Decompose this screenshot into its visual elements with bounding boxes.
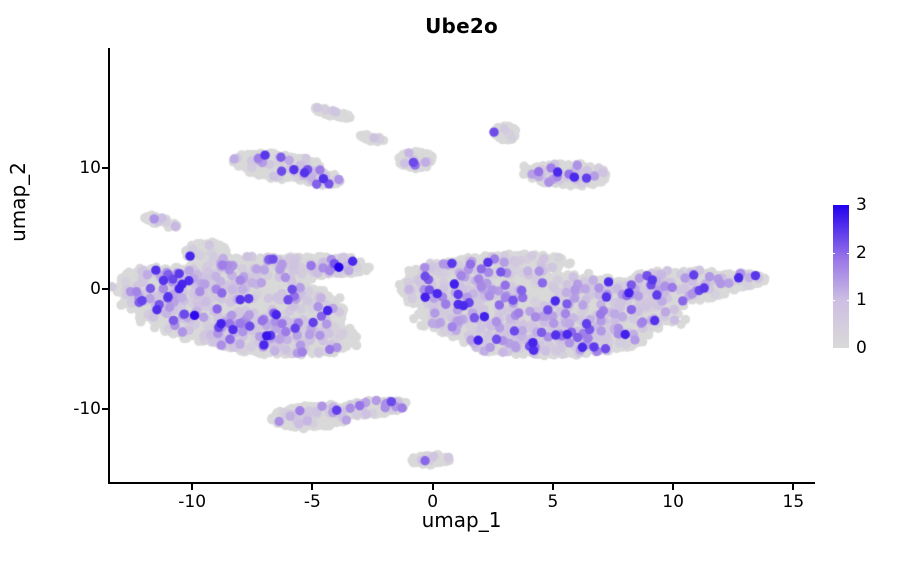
x-tick-label: -5 [303,492,321,512]
x-tick-mark [672,484,675,490]
axis-spine-bottom [108,482,815,484]
x-tick-mark [191,484,194,490]
y-tick-label: -10 [73,399,101,420]
colorbar-tick-mark [830,252,835,254]
x-tick-mark [792,484,795,490]
colorbar-tick-mark [830,300,835,302]
page-title: Ube2o [425,14,498,38]
x-tick-mark [551,484,554,490]
colorbar-tick-mark [847,300,852,302]
colorbar: 3 2 1 0 [830,195,867,358]
x-tick-mark [311,484,314,490]
colorbar-tick-mark [847,252,852,254]
x-tick-mark [431,484,434,490]
y-axis-label: umap_2 [6,162,30,242]
colorbar-gradient [833,205,849,348]
y-tick-mark [102,167,108,170]
colorbar-tick-label: 1 [856,290,867,311]
colorbar-tick-label: 0 [856,338,867,358]
plot-axes: -10 -5 0 5 10 15 10 0 -10 [73,48,815,512]
axis-spine-left [108,48,110,484]
y-tick-label: 10 [79,158,101,179]
x-tick-label: 15 [782,492,805,512]
y-tick-mark [102,408,108,411]
x-axis-label: umap_1 [421,508,502,532]
x-tick-label: 10 [662,492,684,512]
colorbar-tick-label: 2 [856,242,867,263]
scatter-plot-canvas [108,48,815,484]
colorbar-tick-label: 3 [856,195,867,215]
x-tick-label: 0 [427,492,439,512]
x-tick-label: -10 [178,492,207,512]
y-tick-mark [102,287,108,290]
x-tick-label: 5 [547,492,559,512]
y-tick-label: 0 [90,278,101,299]
